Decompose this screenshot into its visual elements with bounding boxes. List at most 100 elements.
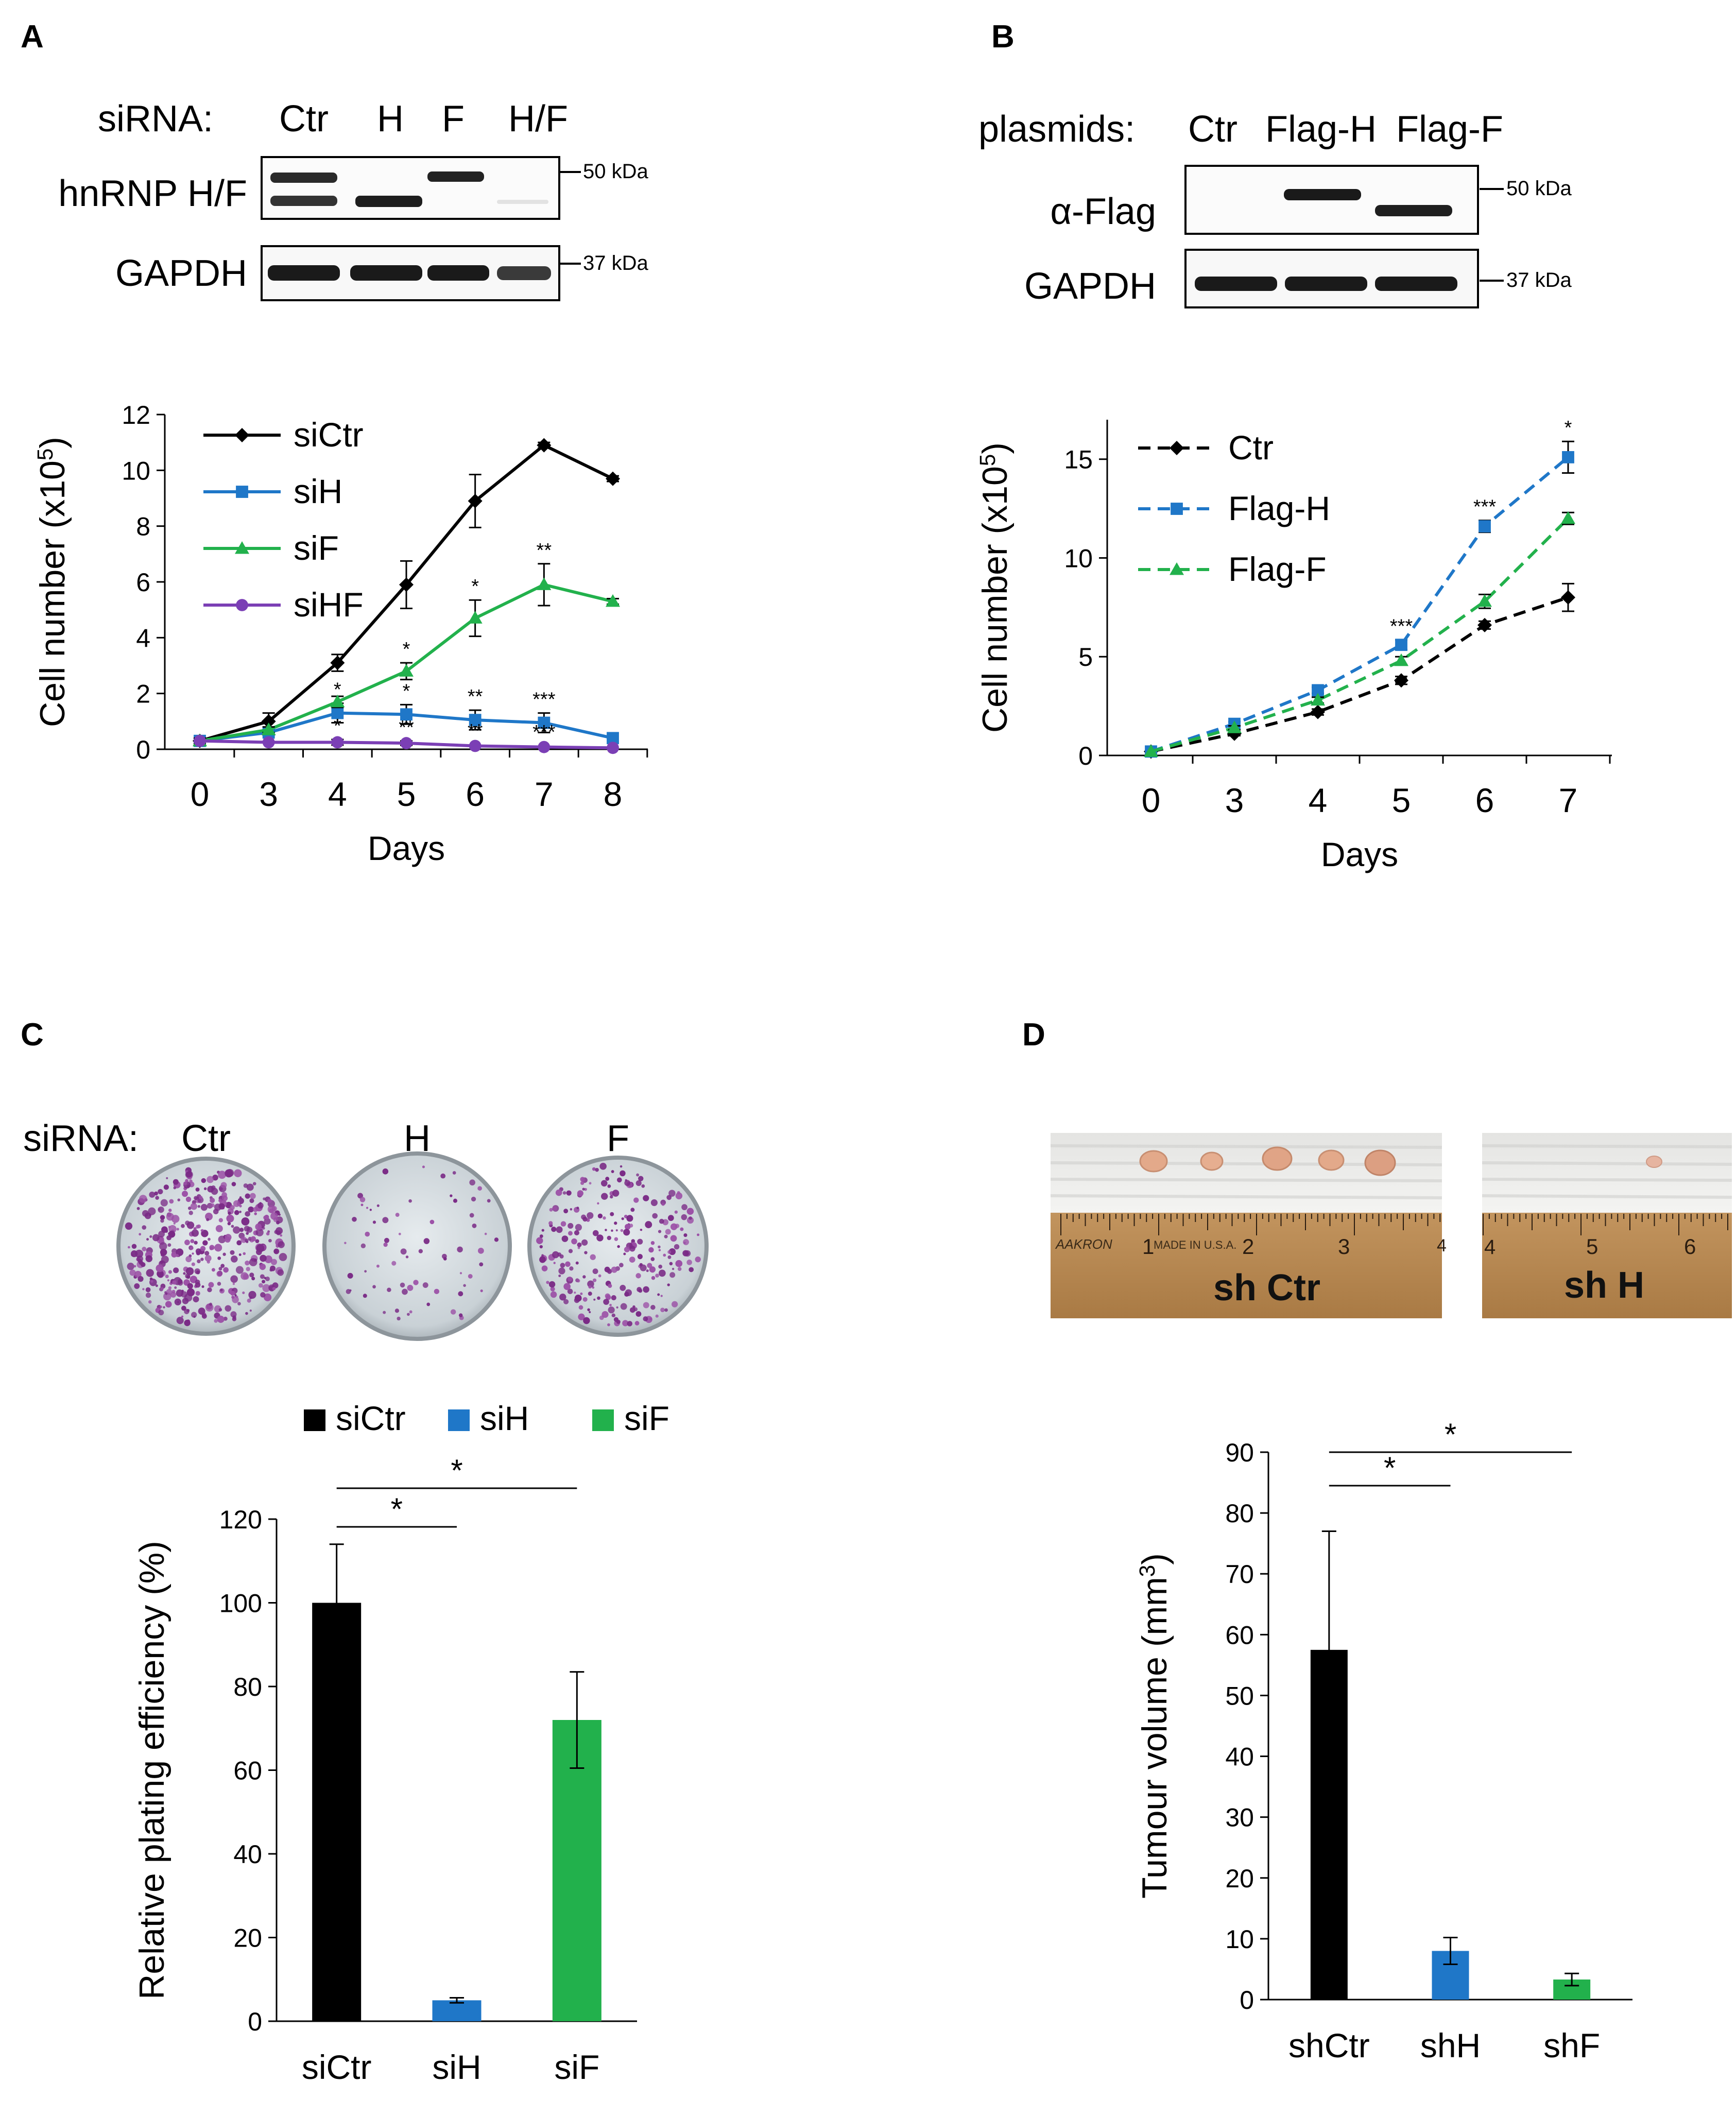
colony — [650, 1199, 658, 1207]
colony — [623, 1229, 630, 1236]
triangle-marker — [1477, 594, 1492, 607]
colony — [168, 1232, 171, 1235]
significance-label: * — [451, 1453, 462, 1488]
band — [268, 265, 340, 281]
colony — [641, 1184, 645, 1188]
y-tick-label: 15 — [1064, 445, 1093, 474]
colony — [269, 1268, 273, 1272]
band — [1285, 277, 1367, 291]
colony — [635, 1311, 642, 1317]
colony — [589, 1311, 591, 1314]
colony — [200, 1203, 208, 1211]
colony — [568, 1249, 573, 1253]
colony — [139, 1233, 142, 1236]
colony — [615, 1229, 618, 1232]
colony — [257, 1202, 264, 1209]
colony — [683, 1242, 686, 1244]
colony — [558, 1267, 565, 1275]
colony — [577, 1242, 582, 1247]
marker-b-37: 37 kDa — [1506, 269, 1572, 291]
colony — [637, 1238, 643, 1245]
colony — [626, 1215, 633, 1222]
colony — [611, 1295, 616, 1301]
colony — [186, 1309, 190, 1312]
significance-label: * — [334, 715, 341, 737]
colony — [262, 1280, 266, 1284]
colony — [681, 1214, 687, 1220]
circle-marker — [538, 741, 551, 753]
colony — [170, 1292, 177, 1298]
colony — [249, 1258, 257, 1266]
colony — [225, 1169, 233, 1178]
colony — [477, 1247, 484, 1254]
colony — [125, 1222, 133, 1230]
y-axis-label-text: Relative plating efficiency (%) — [132, 1541, 171, 2000]
colony — [413, 1280, 419, 1285]
colony — [158, 1310, 164, 1316]
colony — [620, 1165, 623, 1168]
colony — [398, 1232, 401, 1235]
triangle-marker — [235, 541, 249, 554]
colony — [188, 1211, 193, 1215]
circle-marker — [469, 739, 482, 752]
colony — [360, 1203, 364, 1207]
colony — [658, 1245, 661, 1249]
colony — [568, 1231, 573, 1236]
panel-letter-c: C — [21, 1017, 44, 1053]
y-axis-label-sup: 5 — [33, 449, 57, 460]
colony — [608, 1284, 612, 1288]
colony — [238, 1253, 242, 1257]
colony — [620, 1284, 626, 1291]
colony — [249, 1193, 256, 1199]
colony — [245, 1211, 250, 1217]
colony — [643, 1316, 648, 1321]
blot-b-lane-flag-f: Flag-F — [1396, 109, 1503, 150]
colony — [611, 1170, 614, 1173]
colony — [233, 1200, 240, 1207]
colony — [663, 1253, 666, 1257]
colony — [194, 1268, 200, 1275]
colony — [218, 1267, 222, 1271]
band — [427, 265, 489, 281]
colony — [670, 1223, 678, 1230]
colony — [154, 1191, 158, 1196]
tumour — [1262, 1146, 1293, 1171]
colony — [152, 1234, 160, 1242]
colony — [161, 1287, 164, 1290]
colony — [239, 1228, 244, 1232]
colony — [359, 1197, 366, 1202]
colony — [616, 1319, 621, 1324]
colony — [620, 1170, 626, 1177]
band — [350, 265, 422, 281]
colony — [638, 1176, 644, 1181]
colony — [185, 1179, 188, 1183]
colony — [190, 1239, 195, 1244]
colony — [453, 1198, 458, 1203]
colony — [556, 1226, 563, 1233]
colony — [222, 1252, 226, 1256]
colony — [604, 1266, 610, 1272]
colony — [251, 1277, 255, 1281]
triangle-marker — [1561, 511, 1575, 524]
ruler-num-4: 4 — [1437, 1236, 1447, 1255]
colony — [607, 1323, 610, 1327]
band — [270, 196, 337, 206]
colony — [536, 1237, 543, 1244]
colony — [250, 1236, 256, 1242]
colony — [667, 1215, 674, 1221]
colony — [131, 1244, 137, 1249]
colony — [246, 1232, 249, 1235]
colony — [667, 1250, 672, 1254]
plate-h — [322, 1151, 512, 1341]
colony — [580, 1292, 583, 1295]
colony — [686, 1208, 694, 1215]
colony — [195, 1225, 200, 1229]
y-tick-label: 40 — [1225, 1743, 1254, 1771]
colony — [157, 1270, 164, 1278]
colony — [592, 1167, 596, 1171]
x-tick-label: siH — [432, 2048, 481, 2086]
colony — [622, 1320, 629, 1327]
colony — [660, 1295, 663, 1297]
photo-sh-h: 4 5 6 sh H — [1482, 1133, 1732, 1318]
